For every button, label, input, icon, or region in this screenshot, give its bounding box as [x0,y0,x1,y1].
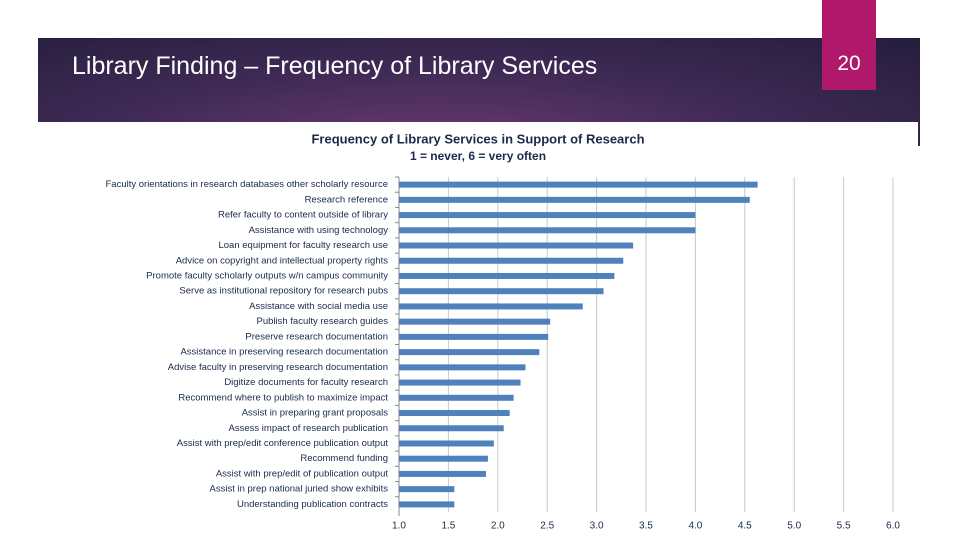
bar [399,318,551,325]
bar [399,227,696,234]
bar [399,364,526,371]
category-label: Research reference [305,194,388,205]
category-label: Recommend funding [300,453,388,464]
x-tick-label: 1.0 [392,521,406,532]
category-label: Loan equipment for faculty research use [218,240,388,251]
x-tick-label: 1.5 [441,521,455,532]
category-label: Assist in preparing grant proposals [242,408,389,419]
bar [399,303,583,310]
bar [399,288,604,295]
bar [399,181,758,188]
slide-title: Library Finding – Frequency of Library S… [72,52,598,80]
category-label: Recommend where to publish to maximize i… [178,392,388,403]
bar [399,272,615,279]
bar [399,394,514,401]
bar [399,455,488,462]
x-tick-label: 5.5 [837,521,851,532]
category-label: Serve as institutional repository for re… [179,286,388,297]
x-tick-label: 3.5 [639,521,653,532]
category-label: Publish faculty research guides [257,316,389,327]
x-tick-label: 4.0 [688,521,702,532]
bar [399,470,486,477]
x-tick-label: 5.0 [787,521,801,532]
category-label: Assistance in preserving research docume… [180,347,388,358]
category-label: Faculty orientations in research databas… [105,179,388,190]
page-tab: 20 [822,0,876,90]
bar [399,379,521,386]
x-tick-label: 4.5 [738,521,752,532]
bar [399,196,750,203]
category-label: Preserve research documentation [245,331,388,342]
category-label: Advice on copyright and intellectual pro… [176,255,389,266]
bar [399,212,696,219]
category-label: Refer faculty to content outside of libr… [218,210,388,221]
category-label: Assistance with social media use [249,301,388,312]
category-label: Understanding publication contracts [237,499,388,510]
category-label: Assist in prep national juried show exhi… [210,484,389,495]
category-label: Assist with prep/edit of publication out… [216,468,389,479]
bar [399,501,455,508]
bar [399,410,510,417]
page-number: 20 [837,52,861,75]
bar [399,425,504,432]
category-label: Promote faculty scholarly outputs w/n ca… [146,270,388,281]
category-label: Advise faculty in preserving research do… [168,362,388,373]
bar [399,257,624,264]
chart-subtitle: 1 = never, 6 = very often [410,149,546,163]
chart-background [38,122,918,540]
bar [399,349,540,356]
x-tick-label: 6.0 [886,521,900,532]
x-tick-label: 3.0 [590,521,604,532]
bar [399,440,494,447]
x-tick-label: 2.5 [540,521,554,532]
bar [399,242,634,249]
category-label: Assistance with using technology [249,225,389,236]
category-label: Assist with prep/edit conference publica… [177,438,389,449]
category-label: Assess impact of research publication [229,423,388,434]
bar [399,486,455,493]
chart-title: Frequency of Library Services in Support… [311,131,644,146]
bar [399,333,549,340]
category-label: Digitize documents for faculty research [224,377,388,388]
x-tick-label: 2.0 [491,521,505,532]
